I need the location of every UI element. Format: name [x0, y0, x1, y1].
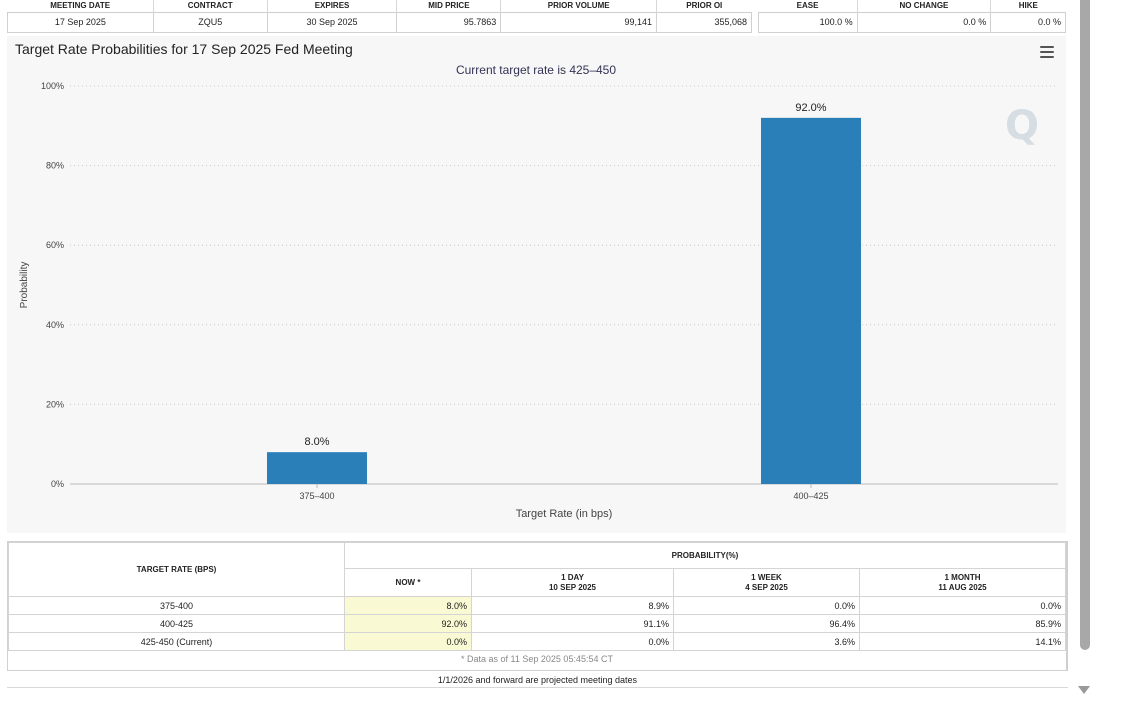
probability-table: TARGET RATE (BPS) PROBABILITY(%) NOW * 1… — [8, 542, 1066, 651]
chart-menu-icon[interactable] — [1040, 46, 1054, 58]
bar-data-label: 92.0% — [795, 102, 826, 114]
y-tick-label: 60% — [46, 240, 64, 250]
ease-header: EASE — [758, 0, 858, 12]
ease-value: 100.0 % — [758, 11, 858, 33]
prior-volume-value: 99,141 — [500, 11, 658, 33]
hike-header: HIKE — [1018, 1, 1038, 11]
no-change-value: 0.0 % — [856, 11, 992, 33]
month-cell: 0.0% — [859, 596, 1066, 615]
rate-cell: 375-400 — [8, 596, 345, 615]
mid-price-header: MID PRICE — [396, 0, 502, 12]
y-tick-label: 40% — [46, 320, 64, 330]
day-cell: 91.1% — [471, 614, 674, 633]
table-row: 375-400 8.0% 8.9% 0.0% 0.0% — [8, 596, 1066, 615]
probability-table-container: TARGET RATE (BPS) PROBABILITY(%) NOW * 1… — [7, 541, 1068, 671]
prior-volume-header: PRIOR VOLUME — [500, 0, 658, 12]
day-cell: 0.0% — [471, 632, 674, 651]
vertical-scrollbar[interactable] — [1080, 0, 1090, 650]
y-tick-label: 20% — [46, 399, 64, 409]
y-axis-title: Probability — [19, 262, 30, 309]
meeting-summary-table: MEETING DATE CONTRACT EXPIRES MID PRICE … — [7, 0, 752, 33]
week-cell: 96.4% — [673, 614, 860, 633]
probability-bar-chart: Current target rate is 425–450 Q 0% 20% 40% 6… — [19, 63, 1058, 520]
watermark-logo: Q — [1005, 103, 1039, 149]
now-cell: 0.0% — [344, 632, 472, 651]
week-cell: 0.0% — [673, 596, 860, 615]
col-1day-header: 1 DAY 10 SEP 2025 — [471, 568, 674, 597]
contract-header: CONTRACT — [153, 0, 268, 12]
x-tick-label: 400–425 — [793, 491, 828, 501]
col-now-header: NOW * — [344, 568, 472, 597]
mid-price-value: 95.7863 — [396, 11, 502, 33]
probability-group-header: PROBABILITY(%) — [344, 542, 1066, 569]
target-rate-header: TARGET RATE (BPS) — [8, 542, 345, 597]
ease-hike-table: EASE NO CHANGE HIKE 100.0 % 0.0 % 0.0 % — [758, 0, 1066, 33]
prior-oi-header: PRIOR OI — [686, 1, 723, 11]
day-cell: 8.9% — [471, 596, 674, 615]
bar-375-400 — [267, 452, 367, 484]
rate-cell: 400-425 — [8, 614, 345, 633]
month-cell: 85.9% — [859, 614, 1066, 633]
y-tick-label: 100% — [41, 81, 64, 91]
bar-400-425 — [761, 117, 861, 484]
x-axis-title: Target Rate (in bps) — [516, 508, 613, 520]
expires-header: EXPIRES — [267, 0, 398, 12]
chart-panel: Current target rate is 425–450 Q 0% 20% 40% 6… — [7, 36, 1066, 533]
hike-value: 0.0 % — [990, 11, 1066, 33]
col-1month-header: 1 MONTH 11 AUG 2025 — [859, 568, 1066, 597]
bar-data-label: 8.0% — [304, 436, 329, 448]
meeting-date-value: 17 Sep 2025 — [7, 11, 154, 33]
chart-subtitle: Current target rate is 425–450 — [456, 63, 616, 77]
week-cell: 3.6% — [673, 632, 860, 651]
now-cell: 8.0% — [344, 596, 472, 615]
col-1week-header: 1 WEEK 4 SEP 2025 — [673, 568, 860, 597]
rate-cell: 425-450 (Current) — [8, 632, 345, 651]
x-tick-label: 375–400 — [299, 491, 334, 501]
prior-oi-value: 355,068 — [656, 11, 752, 33]
chart-title: Target Rate Probabilities for 17 Sep 202… — [15, 41, 353, 57]
data-timestamp-note: * Data as of 11 Sep 2025 05:45:54 CT — [461, 654, 613, 664]
meeting-date-header: MEETING DATE — [7, 0, 154, 12]
month-cell: 14.1% — [859, 632, 1066, 651]
y-tick-label: 80% — [46, 161, 64, 171]
no-change-header: NO CHANGE — [857, 0, 992, 12]
contract-value: ZQU5 — [152, 11, 268, 33]
now-cell: 92.0% — [344, 614, 472, 633]
projected-dates-note: 1/1/2026 and forward are projected meeti… — [7, 671, 1068, 688]
expires-value: 30 Sep 2025 — [266, 11, 398, 33]
y-tick-label: 0% — [51, 479, 64, 489]
scroll-down-arrow-icon[interactable] — [1078, 686, 1090, 694]
table-row: 425-450 (Current) 0.0% 0.0% 3.6% 14.1% — [8, 632, 1066, 651]
table-row: 400-425 92.0% 91.1% 96.4% 85.9% — [8, 614, 1066, 633]
